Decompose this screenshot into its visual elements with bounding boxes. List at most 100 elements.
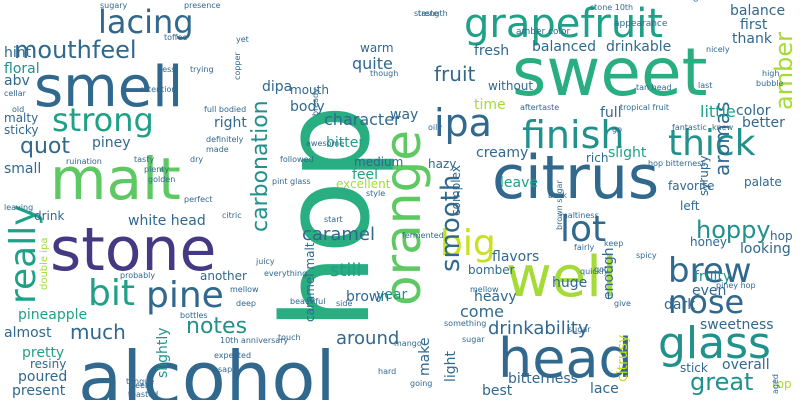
cloud-word: hard [378,367,397,376]
cloud-word: appearance [614,19,668,29]
cloud-word: character [324,110,401,129]
cloud-word: citric [222,211,242,220]
cloud-word: nose [668,283,745,321]
cloud-word: juicy [256,257,275,266]
cloud-word: go [612,125,622,134]
cloud-word: pretty [22,345,65,361]
cloud-word: sticky [4,123,39,137]
cloud-word: warm [360,41,394,55]
cloud-word: mango [394,339,422,348]
cloud-word: best [482,383,513,399]
cloud-word: looking [740,241,791,257]
cloud-word: sweet [512,34,708,111]
cloud-word: lacing [98,3,194,41]
cloud-word: medium [354,155,404,169]
cloud-word: hint [4,45,32,61]
cloud-word: drink [34,209,65,223]
cloud-word: piney hop [716,281,756,290]
cloud-word: fantastic [672,123,707,132]
cloud-word: side [336,299,353,308]
cloud-word: spicy [636,251,657,260]
cloud-word: high [762,69,780,78]
cloud-word: toasted [128,390,159,399]
cloud-word: palate [744,175,782,189]
cloud-word: bottles [180,311,208,320]
cloud-word: oily [428,123,443,132]
cloud-word: hazy [428,157,457,171]
cloud-word: nicely [706,45,730,54]
cloud-word: trying [190,65,214,74]
cloud-word: lot [560,209,607,250]
cloud-word: mouthfeel [14,36,137,64]
cloud-word: honey [690,235,728,249]
cloud-word: double ipa [39,237,50,290]
cloud-word: ruination [66,157,102,166]
cloud-word: glass [658,318,771,369]
cloud-word: quite [352,54,393,73]
cloud-word: start [324,215,343,224]
cloud-word: beautiful [290,297,326,306]
cloud-word: followed [280,155,314,164]
cloud-word: thank [732,31,772,47]
cloud-word: made [206,145,229,154]
cloud-word: probably [120,271,156,280]
cloud-word: great [690,368,754,396]
cloud-word: going [410,379,433,388]
cloud-word: bomber [468,263,515,277]
cloud-word: grapefruit [464,1,664,47]
cloud-word: bit [88,273,135,314]
cloud-word: mouth [290,83,329,97]
cloud-word: sap [218,365,233,374]
cloud-word: citrus [492,143,660,213]
cloud-word: cellar [4,89,26,98]
cloud-word: expected [214,351,252,360]
cloud-word: old [12,105,25,114]
cloud-word: caramel malt [303,242,317,322]
cloud-word: tropical fruit [620,103,670,112]
cloud-word: fresh [474,43,510,59]
cloud-word: tongue [126,377,155,386]
cloud-word: sweetness [700,317,774,333]
cloud-word: beers [130,381,153,390]
cloud-word: hop [770,229,793,243]
cloud-word: balance [730,3,786,19]
cloud-word: leave [500,175,538,191]
cloud-word: retention [140,85,177,94]
cloud-word: malt [50,145,181,213]
cloud-word: time [474,97,506,113]
cloud-word: back [548,191,568,200]
cloud-word: touch [278,333,301,342]
cloud-word: stone [50,215,217,285]
cloud-word: body [290,99,325,115]
cloud-word: overall [722,357,770,373]
cloud-word: awesome [306,139,345,148]
cloud-word: stick [680,361,708,375]
cloud-word: strength [414,9,448,18]
cloud-word: slightly [155,327,171,379]
cloud-word: little [700,102,736,121]
cloud-word: fruity [694,269,732,285]
cloud-word: drinkable [606,39,672,55]
cloud-word: malty [4,111,39,125]
cloud-word: first [740,17,768,33]
cloud-word: even [692,283,727,299]
cloud-word: keep [604,239,624,248]
cloud-word: head [498,327,633,390]
cloud-word: quot [20,134,70,159]
cloud-word: less [160,65,176,74]
cloud-word: notes [186,314,248,339]
cloud-word: fairly [574,243,595,252]
cloud-word: strong [52,101,154,139]
cloud-word: huge [552,275,588,291]
cloud-word: plenty [144,165,170,174]
cloud-word: mellow [470,285,499,294]
cloud-word: aged [771,374,780,394]
cloud-word: color [736,103,771,119]
cloud-word: balanced [532,39,597,55]
cloud-word: thick [668,123,756,164]
cloud-word: feel [352,167,379,183]
cloud-word: way [390,107,419,123]
cloud-word: tasty [134,155,155,164]
cloud-word: creamy [476,145,529,161]
